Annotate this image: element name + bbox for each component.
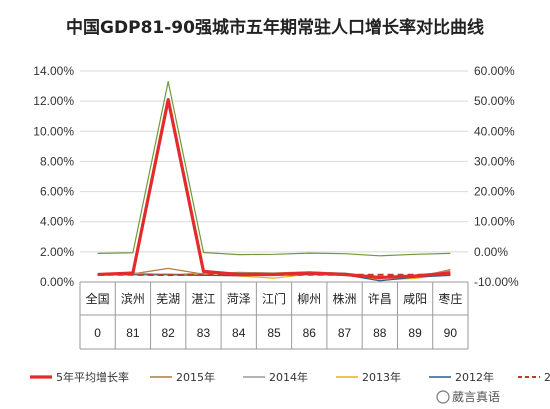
legend-label: 2013年 xyxy=(362,370,401,384)
left-tick-label: 12.00% xyxy=(33,94,74,108)
series-line xyxy=(97,97,451,280)
category-code: 81 xyxy=(126,326,140,340)
category-label: 菏泽 xyxy=(227,292,251,306)
left-tick-label: 8.00% xyxy=(40,154,74,168)
category-label: 咸阳 xyxy=(403,292,427,306)
right-y-axis: -10.00% 0.00% 10.00% 20.00% 30.00% 40.00% 50.0… xyxy=(474,64,519,289)
chart-title: 中国GDP81-90强城市五年期常驻人口增长率对比曲线 xyxy=(66,17,484,38)
category-label: 枣庄 xyxy=(438,291,462,306)
right-tick-label: 60.00% xyxy=(474,64,515,78)
legend-label: 2015年 xyxy=(176,370,215,384)
series-line xyxy=(97,273,451,277)
category-label: 许昌 xyxy=(368,292,392,306)
category-label: 全国 xyxy=(86,291,110,306)
right-tick-label: -10.00% xyxy=(474,275,519,289)
category-code: 87 xyxy=(338,326,352,340)
category-code: 90 xyxy=(444,326,458,340)
legend-label: 5年平均增长率 xyxy=(56,370,129,384)
category-code: 82 xyxy=(162,326,176,340)
legend: 5年平均增长率 2015年 2014年 2013年 2012年 2011年 xyxy=(30,370,550,384)
series-line xyxy=(97,80,451,257)
left-tick-label: 2.00% xyxy=(40,245,74,259)
left-tick-label: 10.00% xyxy=(33,124,74,138)
legend-label: 2011年 xyxy=(544,370,550,384)
category-code: 83 xyxy=(197,326,211,340)
category-label: 芜湖 xyxy=(156,291,180,306)
left-tick-label: 14.00% xyxy=(33,64,74,78)
category-code: 85 xyxy=(267,326,281,340)
right-tick-label: 50.00% xyxy=(474,94,515,108)
right-tick-label: 10.00% xyxy=(474,215,515,229)
category-label: 柳州 xyxy=(297,292,321,306)
category-table: 全国 0 滨州 81 芜湖 82 湛江 83 菏泽 84 江门 85 柳州 86 株洲 87 许昌 88 咸阳 89 枣… xyxy=(79,281,469,350)
category-label: 湛江 xyxy=(191,292,215,306)
category-label: 株洲 xyxy=(333,291,357,306)
legend-label: 2014年 xyxy=(269,370,308,384)
category-code: 86 xyxy=(303,326,317,340)
category-label: 江门 xyxy=(262,291,286,306)
right-tick-label: 40.00% xyxy=(474,124,515,138)
legend-label: 2012年 xyxy=(455,370,494,384)
right-tick-label: 20.00% xyxy=(474,185,515,199)
series-lines xyxy=(97,80,451,282)
right-tick-label: 30.00% xyxy=(474,154,515,168)
watermark-text: 葳言真语 xyxy=(452,390,500,404)
category-code: 84 xyxy=(232,326,246,340)
left-tick-label: 0.00% xyxy=(40,275,74,289)
category-code: 0 xyxy=(94,326,101,340)
watermark: 葳言真语 xyxy=(436,390,500,404)
left-tick-label: 4.00% xyxy=(40,215,74,229)
watermark-icon xyxy=(436,390,450,404)
left-y-axis: 0.00% 2.00% 4.00% 6.00% 8.00% 10.00% 12.00% 14.… xyxy=(33,64,74,289)
right-tick-label: 0.00% xyxy=(474,245,508,259)
category-code: 89 xyxy=(408,326,422,340)
category-label: 滨州 xyxy=(121,291,145,306)
left-tick-label: 6.00% xyxy=(40,185,74,199)
category-code: 88 xyxy=(373,326,387,340)
